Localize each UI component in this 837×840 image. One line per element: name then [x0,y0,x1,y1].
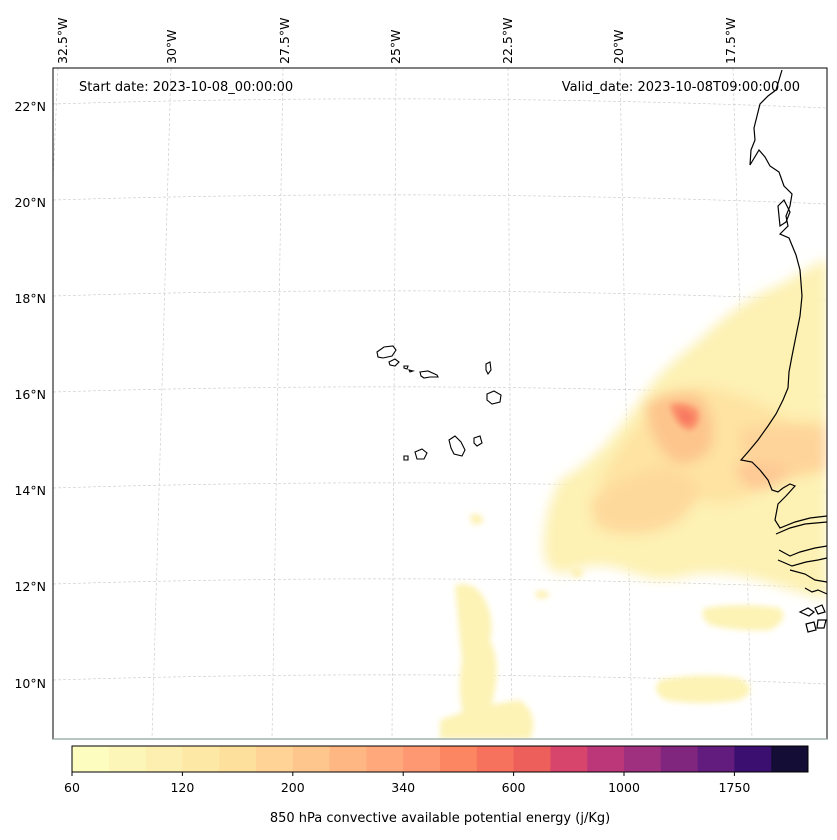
coastline-detail [775,521,827,535]
africa-coastline [739,69,827,529]
colorbar-cells [72,746,809,772]
colorbar-cell [366,746,404,772]
colorbar-cell [476,746,515,772]
colorbar: 60 120 200 340 600 1000 1750 850 hPa convectiv… [64,745,809,826]
colorbar-cell [72,746,110,772]
lon-label: 30°W [164,29,179,64]
lat-label: 10°N [14,676,46,691]
start-date-label: Start date: 2023-10-08_00:00:00 [79,80,293,95]
lon-label: 25°W [388,29,403,64]
latitude-labels: 22°N 20°N 18°N 16°N 14°N 12°N 10°N [14,99,46,691]
colorbar-tick-label: 1000 [608,780,640,795]
lat-label: 18°N [14,291,46,306]
lat-label: 22°N [14,99,46,114]
coastline-detail [804,587,827,595]
colorbar-cell [624,746,662,772]
colorbar-cell [256,746,294,772]
colorbar-ticks: 60 120 200 340 600 1000 1750 [64,772,750,795]
coastline-detail [805,621,817,633]
colorbar-cell [587,746,625,772]
colorbar-cell [734,746,772,772]
colorbar-cell [219,746,257,772]
colorbar-tick-label: 200 [281,780,305,795]
lat-label: 16°N [14,387,46,402]
coastline-detail [777,557,827,567]
colorbar-tick-label: 60 [64,780,80,795]
lon-label: 22.5°W [500,18,515,64]
colorbar-cell [292,746,331,772]
lat-label: 14°N [14,483,46,498]
valid-date-label: Valid_date: 2023-10-08T09:00:00.00 [562,80,800,95]
colorbar-cell [660,746,699,772]
colorbar-cell [329,746,367,772]
coastline-detail [798,607,816,617]
lon-label: 32.5°W [55,18,70,64]
colorbar-cell [182,746,220,772]
lat-label: 20°N [14,195,46,210]
colorbar-cell [513,746,551,772]
colorbar-cell [771,746,809,772]
coastline-detail [814,604,826,615]
cape-verde-islands [376,345,502,461]
colorbar-tick-label: 120 [170,780,194,795]
coastline-detail [778,545,827,557]
colorbar-cell [440,746,478,772]
colorbar-tick-label: 340 [391,780,415,795]
colorbar-label: 850 hPa convective available potential e… [270,811,610,826]
lon-label: 17.5°W [723,18,738,64]
map-panel [53,68,827,739]
coastline-detail [816,619,827,629]
colorbar-cell [550,746,588,772]
colorbar-tick-label: 1750 [718,780,750,795]
lat-label: 12°N [14,579,46,594]
lon-label: 27.5°W [277,18,292,64]
coastline-detail [777,198,791,228]
meridian-gridlines [53,68,753,739]
colorbar-tick-label: 600 [502,780,526,795]
parallel-gridlines [53,98,827,685]
colorbar-cell [403,746,441,772]
colorbar-frame [71,745,809,773]
lon-label: 20°W [611,29,626,64]
coastline-detail [789,569,827,583]
colorbar-cell [108,746,147,772]
longitude-labels: 32.5°W 30°W 27.5°W 25°W 22.5°W 20°W 17.5… [55,18,738,64]
colorbar-cell [145,746,183,772]
colorbar-cell [697,746,735,772]
